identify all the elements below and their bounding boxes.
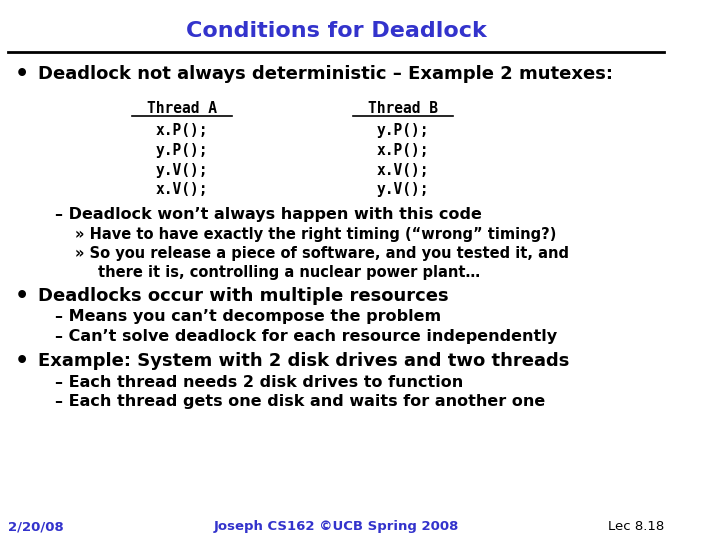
Text: Thread B: Thread B xyxy=(368,102,438,116)
Text: y.V();: y.V(); xyxy=(377,183,429,198)
Text: – Each thread gets one disk and waits for another one: – Each thread gets one disk and waits fo… xyxy=(55,394,545,409)
Text: Deadlock not always deterministic – Example 2 mutexes:: Deadlock not always deterministic – Exam… xyxy=(38,65,613,83)
Text: 2/20/08: 2/20/08 xyxy=(8,521,64,534)
Text: •: • xyxy=(15,64,29,84)
Text: x.P();: x.P(); xyxy=(156,123,208,138)
Text: y.V();: y.V(); xyxy=(156,163,208,178)
Text: x.V();: x.V(); xyxy=(377,163,429,178)
Text: x.P();: x.P(); xyxy=(377,143,429,158)
Text: » Have to have exactly the right timing (“wrong” timing?): » Have to have exactly the right timing … xyxy=(75,227,557,242)
Text: y.P();: y.P(); xyxy=(156,143,208,158)
Text: » So you release a piece of software, and you tested it, and: » So you release a piece of software, an… xyxy=(75,246,569,261)
Text: •: • xyxy=(15,352,29,372)
Text: Joseph CS162 ©UCB Spring 2008: Joseph CS162 ©UCB Spring 2008 xyxy=(213,521,459,534)
Text: – Deadlock won’t always happen with this code: – Deadlock won’t always happen with this… xyxy=(55,207,482,222)
Text: x.V();: x.V(); xyxy=(156,183,208,198)
Text: Thread A: Thread A xyxy=(147,102,217,116)
Text: •: • xyxy=(15,286,29,306)
Text: – Each thread needs 2 disk drives to function: – Each thread needs 2 disk drives to fun… xyxy=(55,375,463,390)
Text: y.P();: y.P(); xyxy=(377,123,429,138)
Text: Deadlocks occur with multiple resources: Deadlocks occur with multiple resources xyxy=(38,287,449,305)
Text: – Can’t solve deadlock for each resource independently: – Can’t solve deadlock for each resource… xyxy=(55,328,557,343)
Text: Example: System with 2 disk drives and two threads: Example: System with 2 disk drives and t… xyxy=(38,352,570,370)
Text: Lec 8.18: Lec 8.18 xyxy=(608,521,665,534)
Text: there it is, controlling a nuclear power plant…: there it is, controlling a nuclear power… xyxy=(99,265,480,280)
Text: – Means you can’t decompose the problem: – Means you can’t decompose the problem xyxy=(55,309,441,324)
Text: Conditions for Deadlock: Conditions for Deadlock xyxy=(186,21,487,41)
